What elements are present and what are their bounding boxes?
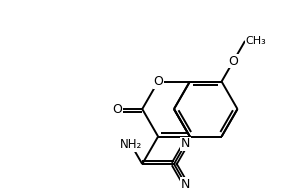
Text: O: O [153, 75, 163, 88]
Text: N: N [181, 137, 191, 150]
Text: O: O [113, 103, 122, 115]
Text: NH₂: NH₂ [120, 138, 142, 151]
Text: O: O [229, 55, 238, 68]
Text: N: N [181, 178, 191, 191]
Text: CH₃: CH₃ [245, 36, 266, 46]
